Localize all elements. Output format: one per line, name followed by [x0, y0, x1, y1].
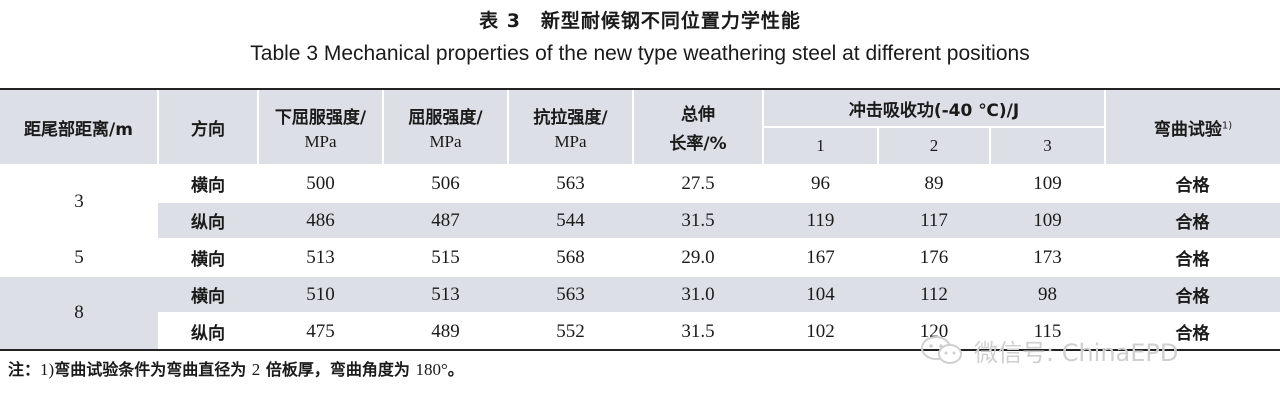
header-bend: 弯曲试验1)	[1104, 90, 1280, 166]
cell-lower-yield: 486	[258, 201, 383, 239]
cell-direction: 纵向	[158, 201, 258, 239]
cell-distance: 3	[0, 164, 158, 239]
cell-impact-2: 112	[878, 275, 990, 313]
wechat-icon	[921, 336, 962, 364]
cell-impact-1: 104	[763, 275, 878, 313]
table-row: 8 横向 510 513 563 31.0 104 112 98 合格	[0, 275, 1280, 349]
cell-elongation: 31.5	[633, 201, 763, 239]
header-impact-3: 3	[988, 127, 1106, 166]
cell-elongation: 27.5	[633, 164, 763, 202]
cell-bend-result: 合格	[1105, 275, 1280, 313]
cell-direction: 横向	[158, 164, 258, 202]
cell-impact-1: 102	[763, 312, 878, 349]
cell-yield: 487	[383, 201, 508, 239]
cell-impact-3: 173	[990, 238, 1106, 276]
cell-impact-3: 115	[990, 312, 1106, 349]
cell-lower-yield: 513	[258, 238, 383, 276]
cell-tensile: 544	[508, 201, 633, 239]
cell-tensile: 563	[508, 164, 633, 202]
cell-direction: 纵向	[158, 312, 258, 349]
header-elongation: 总伸 长率/%	[632, 90, 763, 166]
cell-impact-2: 120	[878, 312, 990, 349]
cell-tensile: 552	[508, 312, 633, 349]
header-impact-1: 1	[762, 127, 878, 166]
header-lower-yield: 下屈服强度/ MPa	[257, 90, 383, 166]
header-impact-2: 2	[877, 127, 990, 166]
properties-table: 距尾部距离/m 方向 下屈服强度/ MPa 屈服强度/ MPa 抗拉强度/ MP…	[0, 88, 1280, 351]
cell-elongation: 29.0	[633, 238, 763, 276]
cell-impact-3: 98	[990, 275, 1106, 313]
cell-lower-yield: 500	[258, 164, 383, 202]
cell-yield: 515	[383, 238, 508, 276]
cell-impact-2: 117	[878, 201, 990, 239]
cell-yield: 513	[383, 275, 508, 313]
cell-impact-2: 89	[878, 164, 990, 202]
cell-lower-yield: 475	[258, 312, 383, 349]
cell-distance: 5	[0, 238, 158, 276]
cell-impact-1: 96	[763, 164, 878, 202]
cell-bend-result: 合格	[1105, 201, 1280, 239]
table-footnote: 注：1)弯曲试验条件为弯曲直径为 2 倍板厚，弯曲角度为 180°。	[8, 360, 464, 379]
cell-yield: 489	[383, 312, 508, 349]
header-yield: 屈服强度/ MPa	[382, 90, 508, 166]
cell-lower-yield: 510	[258, 275, 383, 313]
watermark: 微信号: ChinaEPD	[920, 334, 1260, 367]
cell-bend-result: 合格	[1105, 238, 1280, 276]
header-impact: 冲击吸收功(-40 ℃)/J	[761, 90, 1106, 128]
cell-elongation: 31.0	[633, 275, 763, 313]
table-caption-cn: 表 3 新型耐候钢不同位置力学性能	[479, 10, 801, 32]
cell-bend-result: 合格	[1105, 312, 1280, 349]
cell-tensile: 563	[508, 275, 633, 313]
table-row: 5 横向 513 515 568 29.0 167 176 173 合格	[0, 238, 1280, 276]
cell-distance: 8	[0, 275, 158, 349]
cell-impact-3: 109	[990, 164, 1106, 202]
cell-impact-3: 109	[990, 201, 1106, 239]
cell-yield: 506	[383, 164, 508, 202]
cell-impact-2: 176	[878, 238, 990, 276]
cell-elongation: 31.5	[633, 312, 763, 349]
table-row: 3 横向 500 506 563 27.5 96 89 109 合格	[0, 164, 1280, 239]
cell-tensile: 568	[508, 238, 633, 276]
cell-impact-1: 119	[763, 201, 878, 239]
table-row: 纵向 475 489 552 31.5 102 120 115 合格	[0, 312, 1280, 349]
cell-direction: 横向	[158, 275, 258, 313]
header-tensile: 抗拉强度/ MPa	[507, 90, 633, 166]
table-caption-en: Table 3 Mechanical properties of the new…	[250, 42, 1030, 65]
header-direction: 方向	[157, 90, 258, 166]
table-row: 纵向 486 487 544 31.5 119 117 109 合格	[0, 201, 1280, 239]
watermark-text: 微信号: ChinaEPD	[974, 338, 1179, 367]
cell-bend-result: 合格	[1105, 164, 1280, 202]
cell-impact-1: 167	[763, 238, 878, 276]
cell-direction: 横向	[158, 238, 258, 276]
header-distance: 距尾部距离/m	[0, 90, 158, 166]
